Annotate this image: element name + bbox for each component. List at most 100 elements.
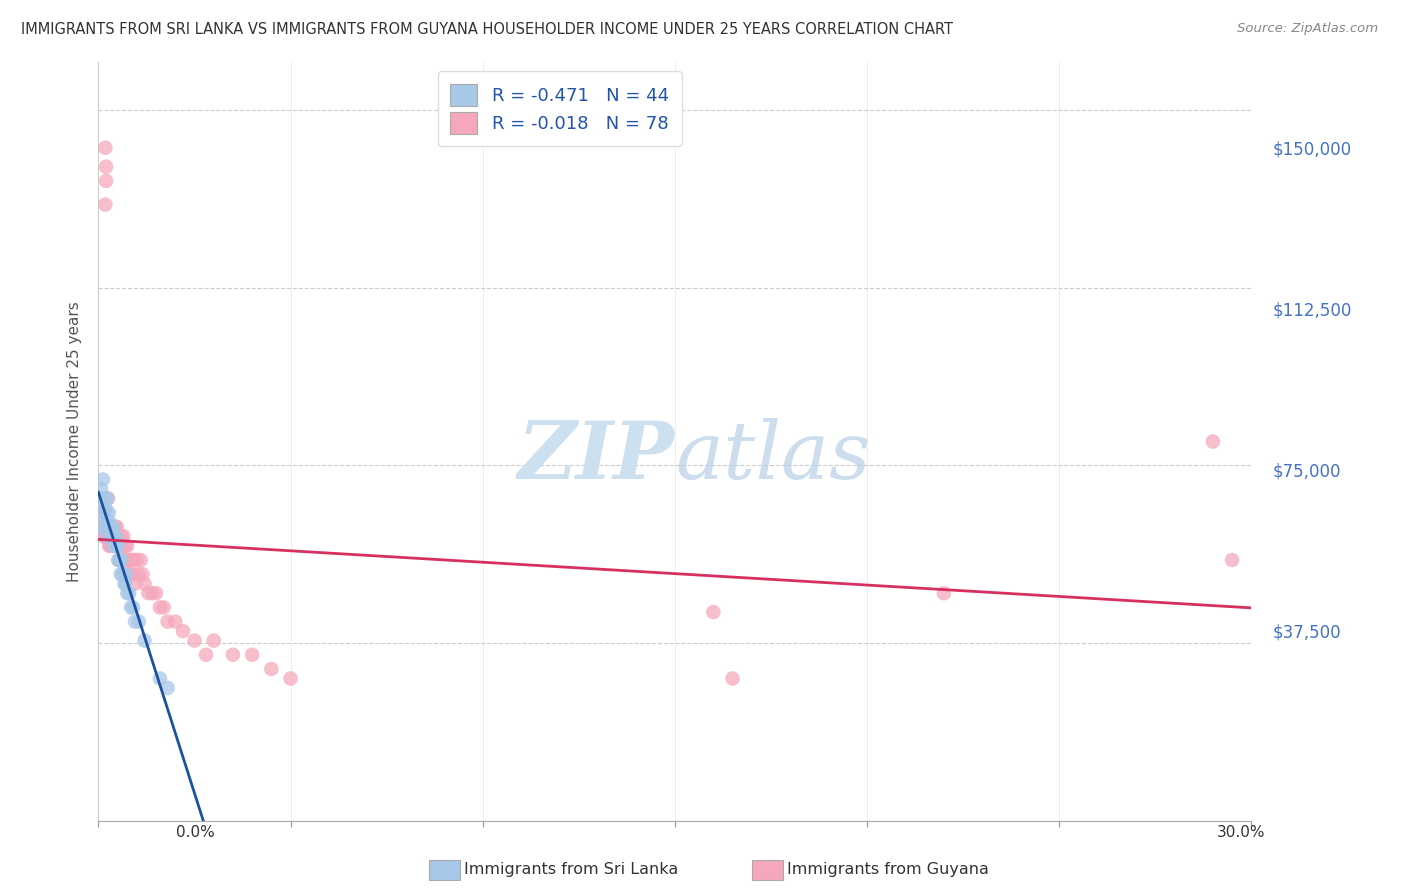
Point: [93, 520, 115, 534]
Point: [94, 197, 117, 211]
Point: [91, 520, 114, 534]
Point: [94, 520, 117, 534]
Point: [1202, 434, 1225, 449]
Point: [94, 520, 117, 534]
Point: [107, 529, 129, 543]
Text: Immigrants from Guyana: Immigrants from Guyana: [787, 863, 990, 877]
Point: [107, 553, 129, 567]
Point: [115, 553, 138, 567]
Point: [94, 529, 117, 543]
Text: 30.0%: 30.0%: [1218, 825, 1265, 840]
Text: $37,500: $37,500: [1272, 624, 1341, 642]
Point: [101, 520, 124, 534]
Point: [98, 515, 121, 529]
Point: [91, 506, 114, 520]
Point: [103, 539, 125, 553]
Point: [118, 586, 141, 600]
Point: [104, 539, 127, 553]
Point: [222, 648, 245, 662]
Point: [122, 567, 145, 582]
Point: [149, 600, 172, 615]
Point: [98, 539, 121, 553]
Point: [100, 529, 122, 543]
Point: [114, 539, 136, 553]
Point: [240, 648, 263, 662]
Point: [111, 567, 134, 582]
Point: [90, 520, 112, 534]
Point: [94, 174, 117, 188]
Point: [118, 553, 141, 567]
Point: [103, 529, 125, 543]
Point: [115, 567, 138, 582]
Point: [134, 576, 156, 591]
Point: [101, 520, 124, 534]
Point: [114, 576, 136, 591]
Point: [112, 529, 135, 543]
Point: [121, 553, 143, 567]
Point: [91, 491, 114, 506]
Point: [149, 672, 172, 686]
Point: [101, 539, 124, 553]
Point: [118, 567, 141, 582]
Point: [122, 600, 145, 615]
Point: [98, 539, 121, 553]
Point: [103, 520, 125, 534]
Point: [1220, 553, 1243, 567]
Text: $75,000: $75,000: [1272, 463, 1341, 481]
Point: [93, 529, 115, 543]
Point: [128, 567, 150, 582]
Point: [101, 520, 124, 534]
Point: [108, 539, 131, 553]
Point: [89, 520, 111, 534]
Point: [156, 615, 179, 629]
Point: [104, 529, 127, 543]
Point: [94, 529, 117, 543]
Point: [128, 615, 150, 629]
Point: [129, 553, 152, 567]
Point: [107, 539, 129, 553]
Point: [138, 586, 160, 600]
Text: 0.0%: 0.0%: [176, 825, 215, 840]
Text: ZIP: ZIP: [517, 418, 675, 495]
Point: [172, 624, 194, 639]
Text: Source: ZipAtlas.com: Source: ZipAtlas.com: [1237, 22, 1378, 36]
Point: [156, 681, 179, 695]
Point: [280, 672, 302, 686]
Point: [97, 529, 120, 543]
Point: [117, 553, 139, 567]
Point: [91, 473, 114, 487]
Point: [141, 586, 163, 600]
Point: [183, 633, 205, 648]
Point: [101, 529, 124, 543]
Point: [93, 491, 115, 506]
Legend: R = -0.471   N = 44, R = -0.018   N = 78: R = -0.471 N = 44, R = -0.018 N = 78: [437, 71, 682, 146]
Point: [145, 586, 167, 600]
Point: [110, 553, 132, 567]
Text: $150,000: $150,000: [1272, 141, 1351, 159]
Point: [90, 506, 112, 520]
Y-axis label: Householder Income Under 25 years: Householder Income Under 25 years: [67, 301, 83, 582]
Point: [97, 520, 120, 534]
Point: [131, 567, 153, 582]
Point: [114, 576, 136, 591]
Text: Immigrants from Sri Lanka: Immigrants from Sri Lanka: [464, 863, 678, 877]
Point: [120, 600, 142, 615]
Point: [105, 539, 128, 553]
Point: [107, 553, 129, 567]
Point: [105, 539, 128, 553]
Text: atlas: atlas: [675, 418, 870, 495]
Point: [124, 576, 146, 591]
Point: [165, 615, 187, 629]
Point: [103, 529, 125, 543]
Point: [110, 553, 132, 567]
Point: [103, 539, 125, 553]
Point: [104, 520, 127, 534]
Point: [107, 539, 129, 553]
Point: [98, 520, 121, 534]
Point: [90, 482, 112, 496]
Point: [105, 520, 128, 534]
Point: [94, 141, 117, 155]
Point: [96, 529, 118, 543]
Point: [195, 648, 218, 662]
Point: [108, 553, 131, 567]
